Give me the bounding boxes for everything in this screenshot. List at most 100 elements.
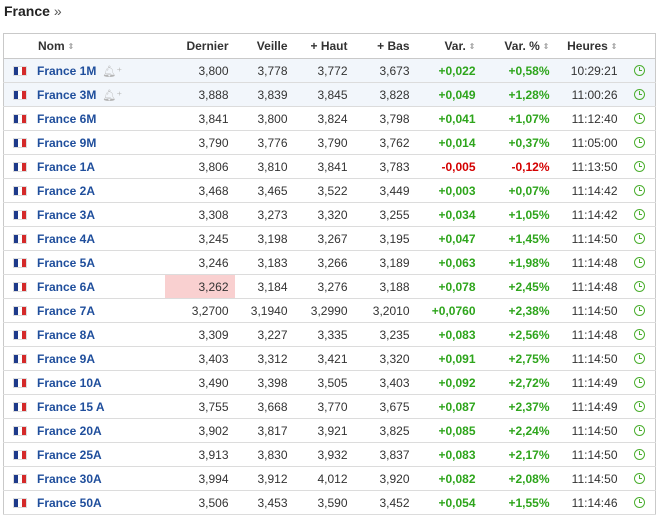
cell-heures: 11:14:46 [555, 490, 624, 515]
cell-name[interactable]: France 2A [3, 178, 165, 203]
table-row[interactable]: France 10A 3,490 3,398 3,505 3,403 +0,092 +2,7… [3, 370, 656, 395]
cell-name[interactable]: France 15 A [3, 394, 165, 419]
table-row[interactable]: France 1A 3,806 3,810 3,841 3,783 -0,005 -0,12… [3, 154, 656, 179]
cell-veille: 3,800 [234, 106, 294, 131]
instrument-link[interactable]: France 10A [37, 375, 102, 390]
cell-veille: 3,830 [234, 442, 294, 467]
cell-var: +0,087 [415, 394, 482, 419]
col-header-dernier[interactable]: Dernier [164, 33, 235, 59]
table-row[interactable]: France 5A 3,246 3,183 3,266 3,189 +0,063 +1,98… [3, 250, 656, 275]
col-header-heures[interactable]: Heures ⇕ [555, 33, 624, 59]
cell-haut: 3,790 [293, 130, 354, 155]
table-row[interactable]: France 6A 3,262 3,184 3,276 3,188 +0,078 +2,45… [3, 274, 656, 299]
table-row[interactable]: France 20A 3,902 3,817 3,921 3,825 +0,085 +2,2… [3, 418, 656, 443]
cell-name[interactable]: France 7A [3, 298, 165, 323]
instrument-link[interactable]: France 25A [37, 447, 102, 462]
table-row[interactable]: France 7A 3,2700 3,1940 3,2990 3,2010 +0,0760… [3, 298, 656, 323]
cell-name[interactable]: France 3M 🔔︎⁺ [3, 82, 165, 107]
cell-status [623, 346, 656, 371]
cell-name[interactable]: France 25A [3, 442, 165, 467]
cell-name[interactable]: France 10A [3, 370, 165, 395]
france-flag-icon [13, 257, 27, 268]
table-row[interactable]: France 25A 3,913 3,830 3,932 3,837 +0,083 +2,1… [3, 442, 656, 467]
instrument-link[interactable]: France 3A [37, 207, 96, 222]
cell-name[interactable]: France 3A [3, 202, 165, 227]
col-header-nom[interactable]: Nom ⇕ [3, 33, 165, 59]
instrument-link[interactable]: France 1A [37, 159, 96, 174]
cell-var: +0,014 [415, 130, 482, 155]
cell-status [623, 442, 656, 467]
cell-name[interactable]: France 1M 🔔︎⁺ [3, 58, 165, 83]
cell-var-pct: +0,58% [481, 58, 556, 83]
cell-var: +0,054 [415, 490, 482, 515]
col-header-bas[interactable]: + Bas [353, 33, 416, 59]
instrument-link[interactable]: France 2A [37, 183, 96, 198]
cell-dernier: 3,888 [164, 82, 235, 107]
bell-plus-icon[interactable]: 🔔︎⁺ [102, 89, 123, 102]
table-row[interactable]: France 8A 3,309 3,227 3,335 3,235 +0,083 +2,56… [3, 322, 656, 347]
instrument-link[interactable]: France 5A [37, 255, 96, 270]
cell-var-pct: +2,56% [481, 322, 556, 347]
table-row[interactable]: France 50A 3,506 3,453 3,590 3,452 +0,054 +1,5… [3, 490, 656, 515]
instrument-link[interactable]: France 3M [37, 87, 97, 102]
instrument-link[interactable]: France 15 A [37, 399, 105, 414]
clock-icon [633, 424, 645, 436]
table-row[interactable]: France 1M 🔔︎⁺ 3,800 3,778 3,772 3,673 +0,022 +0… [3, 58, 656, 83]
table-row[interactable]: France 6M 3,841 3,800 3,824 3,798 +0,041 +1,07… [3, 106, 656, 131]
cell-veille: 3,668 [234, 394, 294, 419]
instrument-link[interactable]: France 7A [37, 303, 96, 318]
cell-veille: 3,312 [234, 346, 294, 371]
cell-dernier: 3,490 [164, 370, 235, 395]
cell-name[interactable]: France 6A [3, 274, 165, 299]
france-flag-icon [13, 425, 27, 436]
table-row[interactable]: France 4A 3,245 3,198 3,267 3,195 +0,047 +1,45… [3, 226, 656, 251]
cell-name[interactable]: France 6M [3, 106, 165, 131]
table-row[interactable]: France 9A 3,403 3,312 3,421 3,320 +0,091 +2,75… [3, 346, 656, 371]
instrument-link[interactable]: France 9M [37, 135, 97, 150]
instrument-link[interactable]: France 6M [37, 111, 97, 126]
cell-name[interactable]: France 20A [3, 418, 165, 443]
table-row[interactable]: France 3A 3,308 3,273 3,320 3,255 +0,034 +1,05… [3, 202, 656, 227]
cell-name[interactable]: France 30A [3, 466, 165, 491]
table-row[interactable]: France 30A 3,994 3,912 4,012 3,920 +0,082 +2,0… [3, 466, 656, 491]
col-header-haut[interactable]: + Haut [293, 33, 354, 59]
cell-var-pct: +0,37% [481, 130, 556, 155]
cell-dernier: 3,994 [164, 466, 235, 491]
instrument-link[interactable]: France 8A [37, 327, 96, 342]
france-flag-icon [13, 473, 27, 484]
bell-plus-icon[interactable]: 🔔︎⁺ [102, 65, 123, 78]
cell-status [623, 226, 656, 251]
clock-icon [633, 472, 645, 484]
cell-name[interactable]: France 4A [3, 226, 165, 251]
cell-name[interactable]: France 8A [3, 322, 165, 347]
cell-status [623, 202, 656, 227]
clock-icon [633, 376, 645, 388]
instrument-link[interactable]: France 4A [37, 231, 96, 246]
instrument-link[interactable]: France 50A [37, 495, 102, 510]
cell-var: +0,083 [415, 442, 482, 467]
table-row[interactable]: France 3M 🔔︎⁺ 3,888 3,839 3,845 3,828 +0,049 +1… [3, 82, 656, 107]
table-row[interactable]: France 2A 3,468 3,465 3,522 3,449 +0,003 +0,07… [3, 178, 656, 203]
cell-name[interactable]: France 1A [3, 154, 165, 179]
col-header-var-pct[interactable]: Var. % ⇕ [481, 33, 556, 59]
col-header-veille[interactable]: Veille [234, 33, 294, 59]
col-header-var[interactable]: Var. ⇕ [415, 33, 482, 59]
instrument-link[interactable]: France 30A [37, 471, 102, 486]
cell-var: +0,082 [415, 466, 482, 491]
cell-name[interactable]: France 5A [3, 250, 165, 275]
cell-name[interactable]: France 50A [3, 490, 165, 515]
cell-name[interactable]: France 9M [3, 130, 165, 155]
cell-var-pct: +2,37% [481, 394, 556, 419]
cell-name[interactable]: France 9A [3, 346, 165, 371]
instrument-link[interactable]: France 9A [37, 351, 96, 366]
clock-icon [633, 304, 645, 316]
instrument-link[interactable]: France 6A [37, 279, 96, 294]
table-row[interactable]: France 9M 3,790 3,776 3,790 3,762 +0,014 +0,37… [3, 130, 656, 155]
cell-status [623, 58, 656, 83]
table-row[interactable]: France 15 A 3,755 3,668 3,770 3,675 +0,087 +2,… [3, 394, 656, 419]
instrument-link[interactable]: France 20A [37, 423, 102, 438]
instrument-link[interactable]: France 1M [37, 63, 97, 78]
cell-haut: 3,845 [293, 82, 354, 107]
clock-icon [633, 448, 645, 460]
cell-bas: 3,320 [353, 346, 416, 371]
